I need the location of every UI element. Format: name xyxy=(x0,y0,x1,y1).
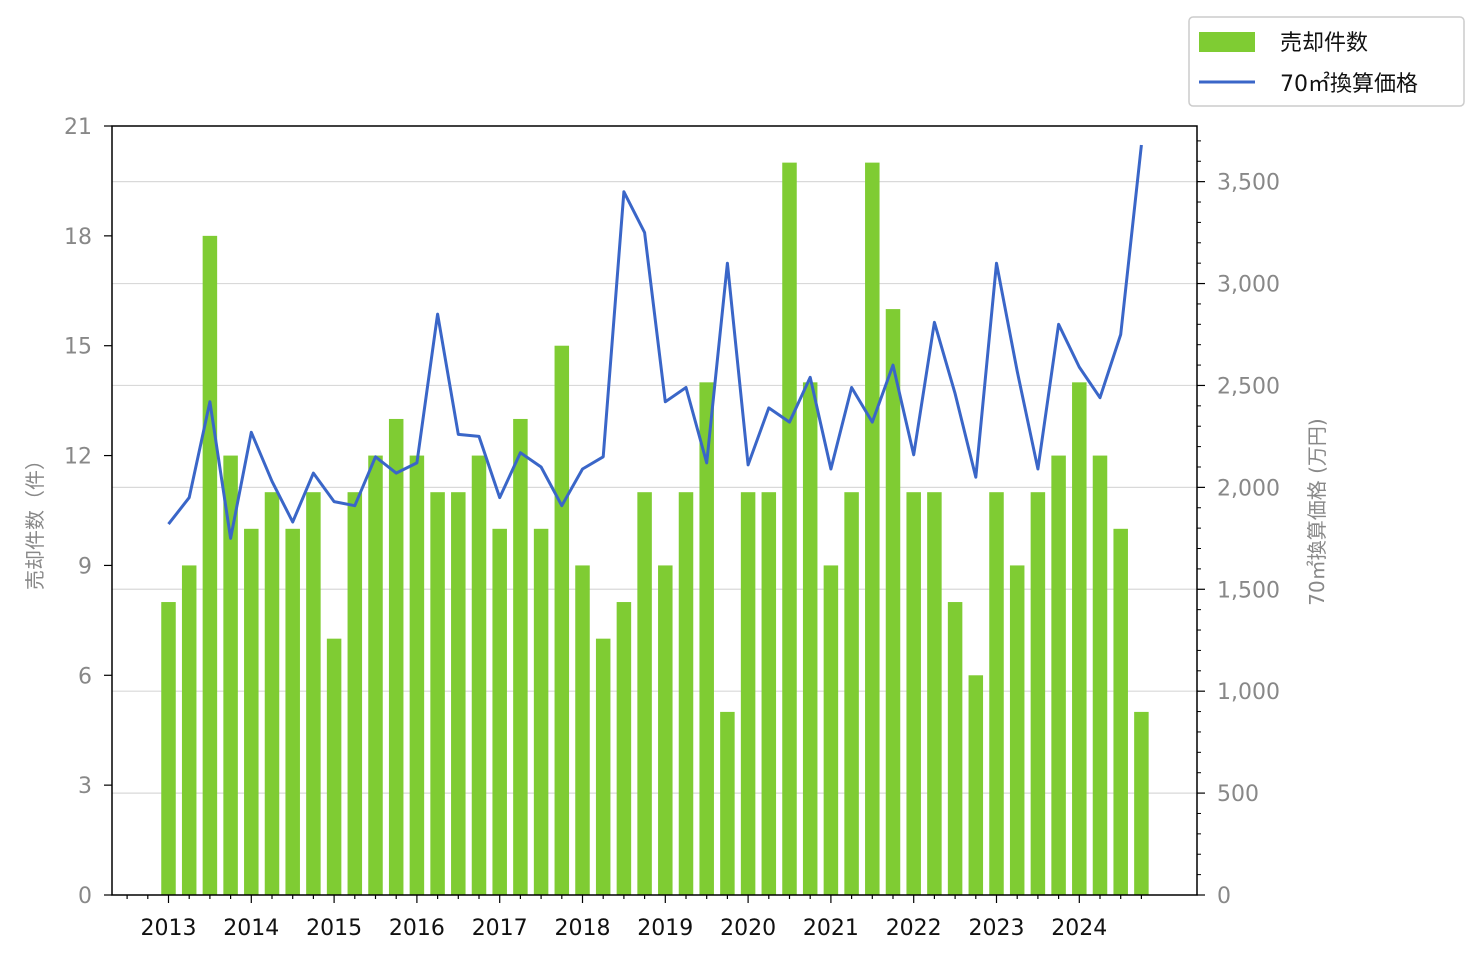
bar xyxy=(264,492,280,895)
bar xyxy=(885,309,901,896)
bar-series xyxy=(161,162,1149,896)
left-tick-label: 0 xyxy=(78,884,92,909)
bar xyxy=(968,675,984,895)
bar xyxy=(575,565,590,895)
bar xyxy=(513,418,528,895)
right-axis: 0 500 1,000 1,500 2,000 2,500 3,000 3,500 xyxy=(1197,140,1280,909)
bar xyxy=(947,602,963,895)
right-tick-label: 1,500 xyxy=(1217,578,1280,603)
legend-label-line: 70㎡換算価格 xyxy=(1280,71,1418,97)
left-axis: 0 3 6 9 12 15 18 21 xyxy=(64,115,112,909)
bar xyxy=(430,492,445,895)
bar xyxy=(1113,528,1128,895)
bar xyxy=(595,638,611,895)
bar xyxy=(678,492,694,895)
bar xyxy=(306,492,321,895)
legend: 売却件数 70㎡換算価格 xyxy=(1188,16,1465,107)
bar xyxy=(823,565,839,895)
left-tick-label: 9 xyxy=(78,554,92,579)
bar xyxy=(368,455,383,895)
x-tick-label: 2020 xyxy=(720,916,776,941)
price-line xyxy=(167,144,1143,540)
bar xyxy=(720,711,735,895)
bar xyxy=(761,492,777,895)
left-tick-label: 15 xyxy=(64,335,92,360)
bar xyxy=(181,565,197,895)
left-tick-label: 12 xyxy=(64,445,92,470)
bar xyxy=(844,492,859,895)
x-tick-label: 2018 xyxy=(555,916,611,941)
bar xyxy=(1009,565,1025,895)
left-axis-title: 売却件数（件） xyxy=(23,450,47,590)
right-tick-label: 3,000 xyxy=(1217,273,1280,298)
line-series xyxy=(167,144,1143,540)
left-tick-label: 18 xyxy=(64,225,92,250)
bar xyxy=(865,162,880,896)
x-tick-label: 2013 xyxy=(141,916,197,941)
legend-box xyxy=(1188,16,1465,107)
bar xyxy=(699,382,714,895)
x-tick-label: 2024 xyxy=(1051,916,1107,941)
bar xyxy=(533,528,549,895)
legend-label-bar: 売却件数 xyxy=(1280,31,1368,56)
bar xyxy=(244,528,259,895)
bar xyxy=(347,492,363,895)
x-axis: 2013 2014 2015 2016 2017 2018 2019 2020 2021 2022… xyxy=(126,895,1143,941)
x-tick-label: 2019 xyxy=(637,916,693,941)
bar xyxy=(223,455,238,895)
bar xyxy=(451,492,466,895)
right-tick-label: 0 xyxy=(1217,884,1231,909)
bar xyxy=(1134,711,1149,895)
bar xyxy=(1051,455,1066,895)
bar xyxy=(492,528,507,895)
bar xyxy=(1092,455,1108,895)
bar xyxy=(740,492,756,895)
bar xyxy=(637,492,652,895)
bar xyxy=(658,565,673,895)
x-tick-label: 2016 xyxy=(389,916,445,941)
bar xyxy=(471,455,487,895)
bar xyxy=(202,235,218,895)
bar xyxy=(616,602,632,895)
plot-frame xyxy=(111,125,1198,896)
bar xyxy=(802,382,818,895)
bar xyxy=(927,492,942,895)
right-tick-label: 2,000 xyxy=(1217,476,1280,501)
bar xyxy=(326,638,342,895)
left-tick-label: 6 xyxy=(78,664,92,689)
bar xyxy=(1072,382,1087,895)
bar xyxy=(388,418,404,895)
bar xyxy=(161,602,176,895)
right-axis-title: 70㎡換算価格 (万円) xyxy=(1305,418,1329,605)
bar xyxy=(906,492,921,895)
right-tick-label: 500 xyxy=(1217,782,1259,807)
right-tick-label: 1,000 xyxy=(1217,680,1280,705)
left-tick-label: 21 xyxy=(64,115,92,140)
bar xyxy=(782,162,797,896)
bar xyxy=(1030,492,1046,895)
x-tick-label: 2017 xyxy=(472,916,528,941)
left-tick-label: 3 xyxy=(78,774,92,799)
x-tick-label: 2021 xyxy=(803,916,859,941)
bar xyxy=(989,492,1004,895)
x-tick-label: 2023 xyxy=(969,916,1025,941)
bar xyxy=(409,455,425,895)
x-tick-label: 2015 xyxy=(306,916,362,941)
x-tick-label: 2022 xyxy=(886,916,942,941)
legend-bar-swatch xyxy=(1199,32,1255,52)
right-tick-label: 2,500 xyxy=(1217,374,1280,399)
x-tick-label: 2014 xyxy=(223,916,279,941)
bar xyxy=(285,528,300,895)
right-tick-label: 3,500 xyxy=(1217,171,1280,196)
bar xyxy=(554,345,570,895)
